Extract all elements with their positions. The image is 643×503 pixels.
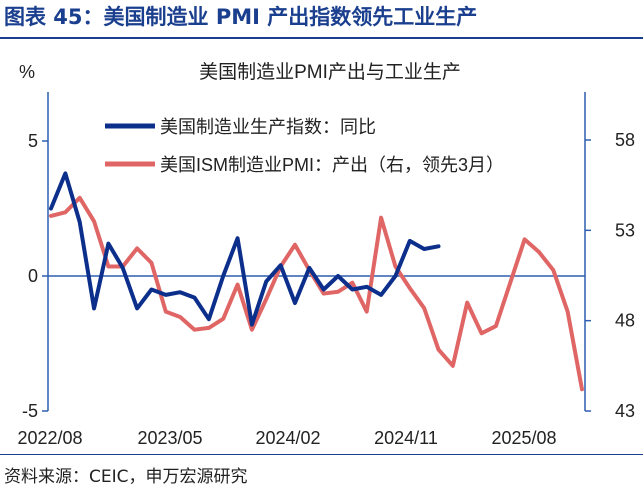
series-layer (49, 171, 584, 392)
left-axis-unit: % (19, 62, 35, 82)
x-tick-label: 2023/05 (137, 428, 202, 448)
right-tick-label: 48 (615, 311, 635, 331)
x-tick-label: 2025/08 (491, 428, 556, 448)
legend: 美国制造业生产指数：同比 美国ISM制造业PMI：产出（右，领先3月） (105, 117, 504, 175)
right-tick-label: 53 (615, 220, 635, 240)
legend-label-production: 美国制造业生产指数：同比 (160, 117, 376, 137)
right-tick-label: 58 (615, 130, 635, 150)
chart-title: 美国制造业PMI产出与工业生产 (199, 61, 461, 83)
left-tick-label: 0 (28, 266, 38, 286)
left-tick-label: -5 (22, 401, 38, 421)
left-tick-label: 5 (28, 131, 38, 151)
figure-title: 图表 45：美国制造业 PMI 产出指数领先工业生产 (4, 5, 478, 29)
footer-rule (0, 454, 643, 455)
x-tick-label: 2022/08 (17, 428, 82, 448)
legend-label-pmi: 美国ISM制造业PMI：产出（右，领先3月） (160, 155, 504, 175)
right-tick-label: 43 (615, 401, 635, 421)
right-axis: 58 53 48 43 (584, 92, 635, 421)
source-note: 资料来源：CEIC，申万宏源研究 (4, 467, 248, 487)
series-line-production (49, 171, 441, 327)
x-tick-label: 2024/02 (255, 428, 320, 448)
x-axis: 2022/08 2023/05 2024/02 2024/11 2025/08 (17, 275, 585, 448)
title-rule (0, 37, 643, 39)
x-tick-label: 2024/11 (374, 428, 438, 448)
left-axis: 5 0 -5 (22, 92, 49, 421)
